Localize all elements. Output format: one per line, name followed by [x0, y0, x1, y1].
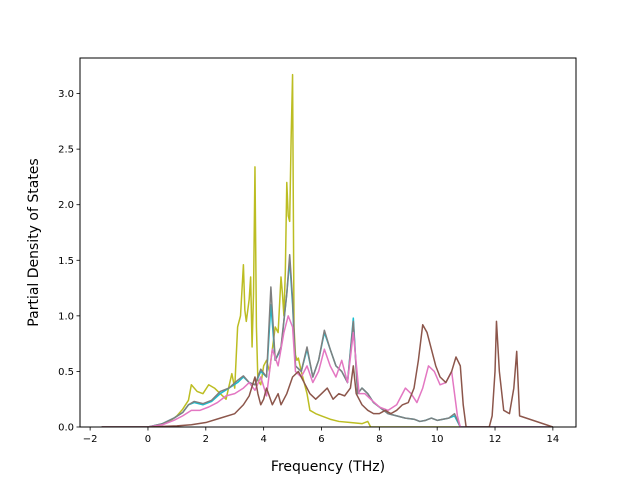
x-tick-label: 4	[260, 434, 266, 445]
y-tick-label: 0.0	[58, 423, 74, 434]
plot-area	[80, 58, 576, 427]
y-tick-label: 0.5	[58, 367, 74, 378]
x-tick-label: 6	[318, 434, 324, 445]
series-line-3	[101, 253, 553, 427]
y-tick-label: 1.5	[58, 256, 74, 267]
x-tick-label: −2	[83, 434, 98, 445]
series-line-4	[101, 315, 553, 427]
y-tick-label: 2.0	[58, 200, 74, 211]
y-axis-ticks: 0.0 0.5 1.0 1.5 2.0 2.5 3.0	[58, 89, 80, 434]
x-tick-label: 10	[431, 434, 444, 445]
series-layer	[101, 73, 554, 427]
series-line-5	[101, 320, 554, 427]
y-axis-label: Partial Density of States	[26, 158, 42, 326]
plot-frame	[79, 57, 577, 428]
x-axis-label: Frequency (THz)	[271, 459, 385, 475]
x-tick-label: 12	[489, 434, 502, 445]
y-tick-label: 2.5	[58, 145, 74, 156]
y-tick-label: 1.0	[58, 311, 74, 322]
y-tick-label: 3.0	[58, 89, 74, 100]
x-tick-label: 2	[203, 434, 209, 445]
series-line-1	[101, 73, 553, 427]
x-tick-label: 0	[145, 434, 151, 445]
x-tick-label: 14	[546, 434, 559, 445]
x-axis-ticks: −2 0 2 4 6 8 10 12 14	[83, 427, 559, 445]
x-tick-label: 8	[376, 434, 382, 445]
